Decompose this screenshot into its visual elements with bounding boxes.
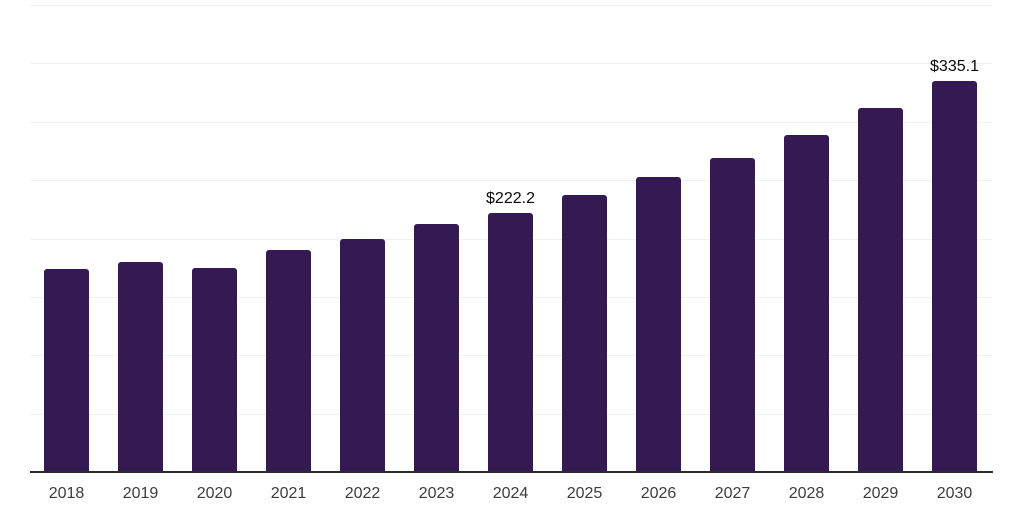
data-label-2030: $335.1 <box>930 57 979 75</box>
x-tick-2027: 2027 <box>714 485 751 502</box>
x-tick-2030: 2030 <box>936 485 973 502</box>
x-tick-2023: 2023 <box>418 485 455 502</box>
bar-2027 <box>710 157 755 472</box>
bar-2026 <box>636 176 681 472</box>
x-tick-2022: 2022 <box>344 485 381 502</box>
bar-2029 <box>858 107 903 472</box>
gridline-400 <box>30 5 993 6</box>
data-label-2024: $222.2 <box>486 189 535 207</box>
bar-2018 <box>44 268 89 472</box>
bar-2025 <box>562 195 607 472</box>
bar-2021 <box>266 250 311 472</box>
x-tick-2026: 2026 <box>640 485 677 502</box>
bar-2019 <box>118 261 163 472</box>
x-axis-line <box>30 471 993 473</box>
bar-2022 <box>340 238 385 472</box>
bar-2024 <box>488 212 533 472</box>
x-tick-2021: 2021 <box>270 485 307 502</box>
x-tick-2020: 2020 <box>196 485 233 502</box>
x-tick-2024: 2024 <box>492 485 529 502</box>
gridline-250 <box>30 180 993 182</box>
x-tick-2025: 2025 <box>566 485 603 502</box>
bar-2023 <box>414 224 459 472</box>
gridline-300 <box>30 121 993 123</box>
bar-2028 <box>784 134 829 472</box>
x-tick-2019: 2019 <box>122 485 159 502</box>
bar-2020 <box>192 267 237 472</box>
x-tick-2018: 2018 <box>48 485 85 502</box>
bar-2030 <box>932 80 977 472</box>
x-tick-2028: 2028 <box>788 485 825 502</box>
gridline-350 <box>30 63 993 65</box>
x-tick-2029: 2029 <box>862 485 899 502</box>
